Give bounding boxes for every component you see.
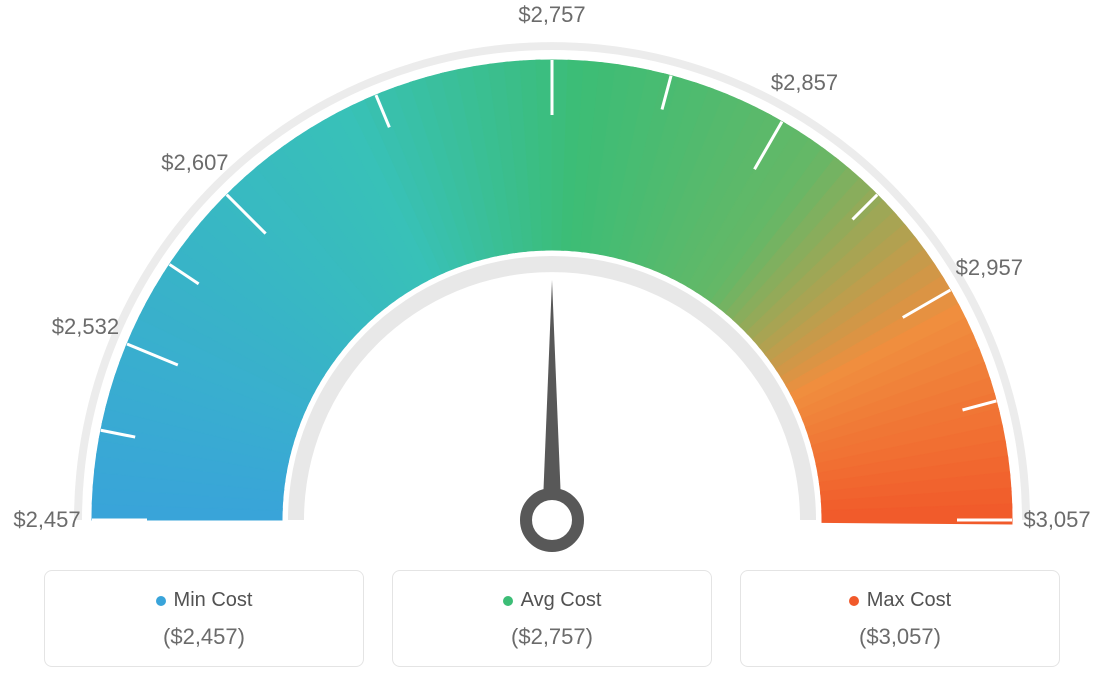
gauge-tick-label: $2,607 [161,150,228,176]
min-dot-icon [156,596,166,606]
cost-gauge-chart: $2,457 $2,532 $2,607 $2,757 $2,857 $2,957 $3,0… [0,0,1104,560]
summary-cards: Min Cost ($2,457) Avg Cost ($2,757) Max … [0,570,1104,667]
min-cost-value: ($2,457) [57,624,351,650]
gauge-tick-label: $3,057 [1023,507,1090,533]
max-dot-icon [849,596,859,606]
gauge-tick-label: $2,757 [518,2,585,28]
max-cost-title: Max Cost [849,589,951,612]
max-cost-label: Max Cost [867,589,951,612]
max-cost-card: Max Cost ($3,057) [740,570,1060,667]
avg-cost-label: Avg Cost [521,589,602,612]
min-cost-label: Min Cost [174,589,253,612]
gauge-tick-label: $2,457 [13,507,80,533]
gauge-tick-label: $2,857 [771,70,838,96]
min-cost-card: Min Cost ($2,457) [44,570,364,667]
gauge-tick-label: $2,532 [52,314,119,340]
gauge-svg [0,0,1104,560]
min-cost-title: Min Cost [156,589,253,612]
avg-cost-card: Avg Cost ($2,757) [392,570,712,667]
avg-cost-value: ($2,757) [405,624,699,650]
max-cost-value: ($3,057) [753,624,1047,650]
avg-cost-title: Avg Cost [503,589,602,612]
gauge-tick-label: $2,957 [956,255,1023,281]
avg-dot-icon [503,596,513,606]
